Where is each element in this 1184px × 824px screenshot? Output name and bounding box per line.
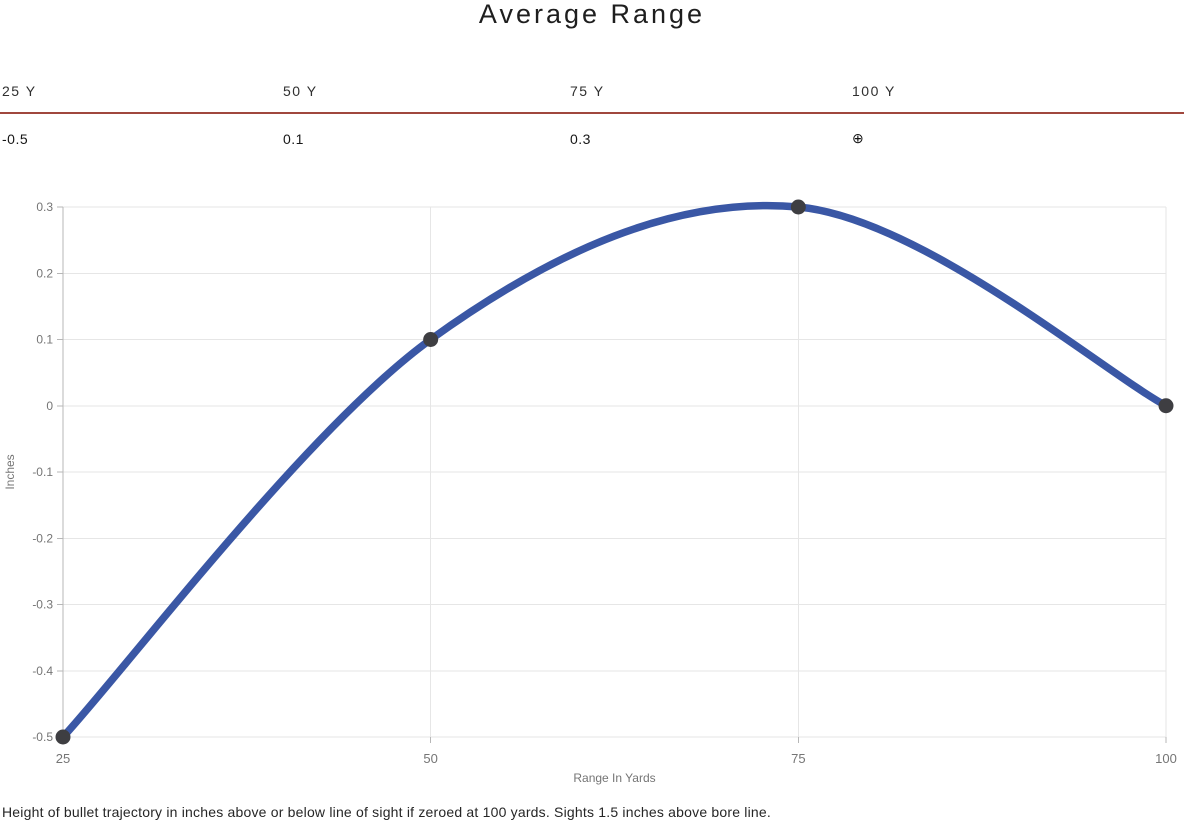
summary-value-75y: 0.3 (570, 131, 591, 147)
y-axis-tick-label: -0.2 (32, 531, 53, 545)
summary-label-100y: 100 Y (852, 83, 896, 99)
x-axis-tick-label: 75 (791, 751, 805, 766)
x-axis-tick-label: 25 (56, 751, 70, 766)
y-axis-title: Inches (3, 454, 17, 489)
summary-value-25y: -0.5 (2, 131, 29, 147)
x-axis-tick-label: 100 (1155, 751, 1177, 766)
summary-divider (0, 112, 1184, 114)
chart-caption: Height of bullet trajectory in inches ab… (2, 804, 771, 820)
y-axis-tick-label: 0.1 (36, 333, 53, 347)
data-point (790, 199, 806, 215)
y-axis-tick-label: 0.3 (36, 200, 53, 214)
y-axis-tick-label: -0.1 (32, 465, 53, 479)
y-axis-tick-label: -0.3 (32, 598, 53, 612)
data-point (1158, 398, 1174, 414)
summary-label-75y: 75 Y (570, 83, 605, 99)
y-axis-tick-label: -0.4 (32, 664, 53, 678)
x-axis-title: Range In Yards (573, 771, 655, 785)
summary-value-50y: 0.1 (283, 131, 304, 147)
data-point (423, 332, 439, 347)
y-axis-tick-label: 0.2 (36, 266, 53, 280)
zeroed-crosshair-icon: ⊕ (852, 130, 864, 146)
trajectory-line (59, 201, 1170, 741)
trajectory-chart[interactable]: 0.3 0.2 0.1 0 -0.1 -0.2 -0.3 -0.4 -0.525 50 75 100 I… (0, 165, 1184, 800)
summary-label-25y: 25 Y (2, 83, 37, 99)
data-point (55, 729, 71, 745)
x-axis-tick-label: 50 (423, 751, 437, 766)
page-title: Average Range (478, 0, 706, 29)
summary-label-50y: 50 Y (283, 83, 318, 99)
y-axis-tick-label: -0.5 (32, 730, 53, 744)
y-axis-tick-label: 0 (46, 399, 53, 413)
